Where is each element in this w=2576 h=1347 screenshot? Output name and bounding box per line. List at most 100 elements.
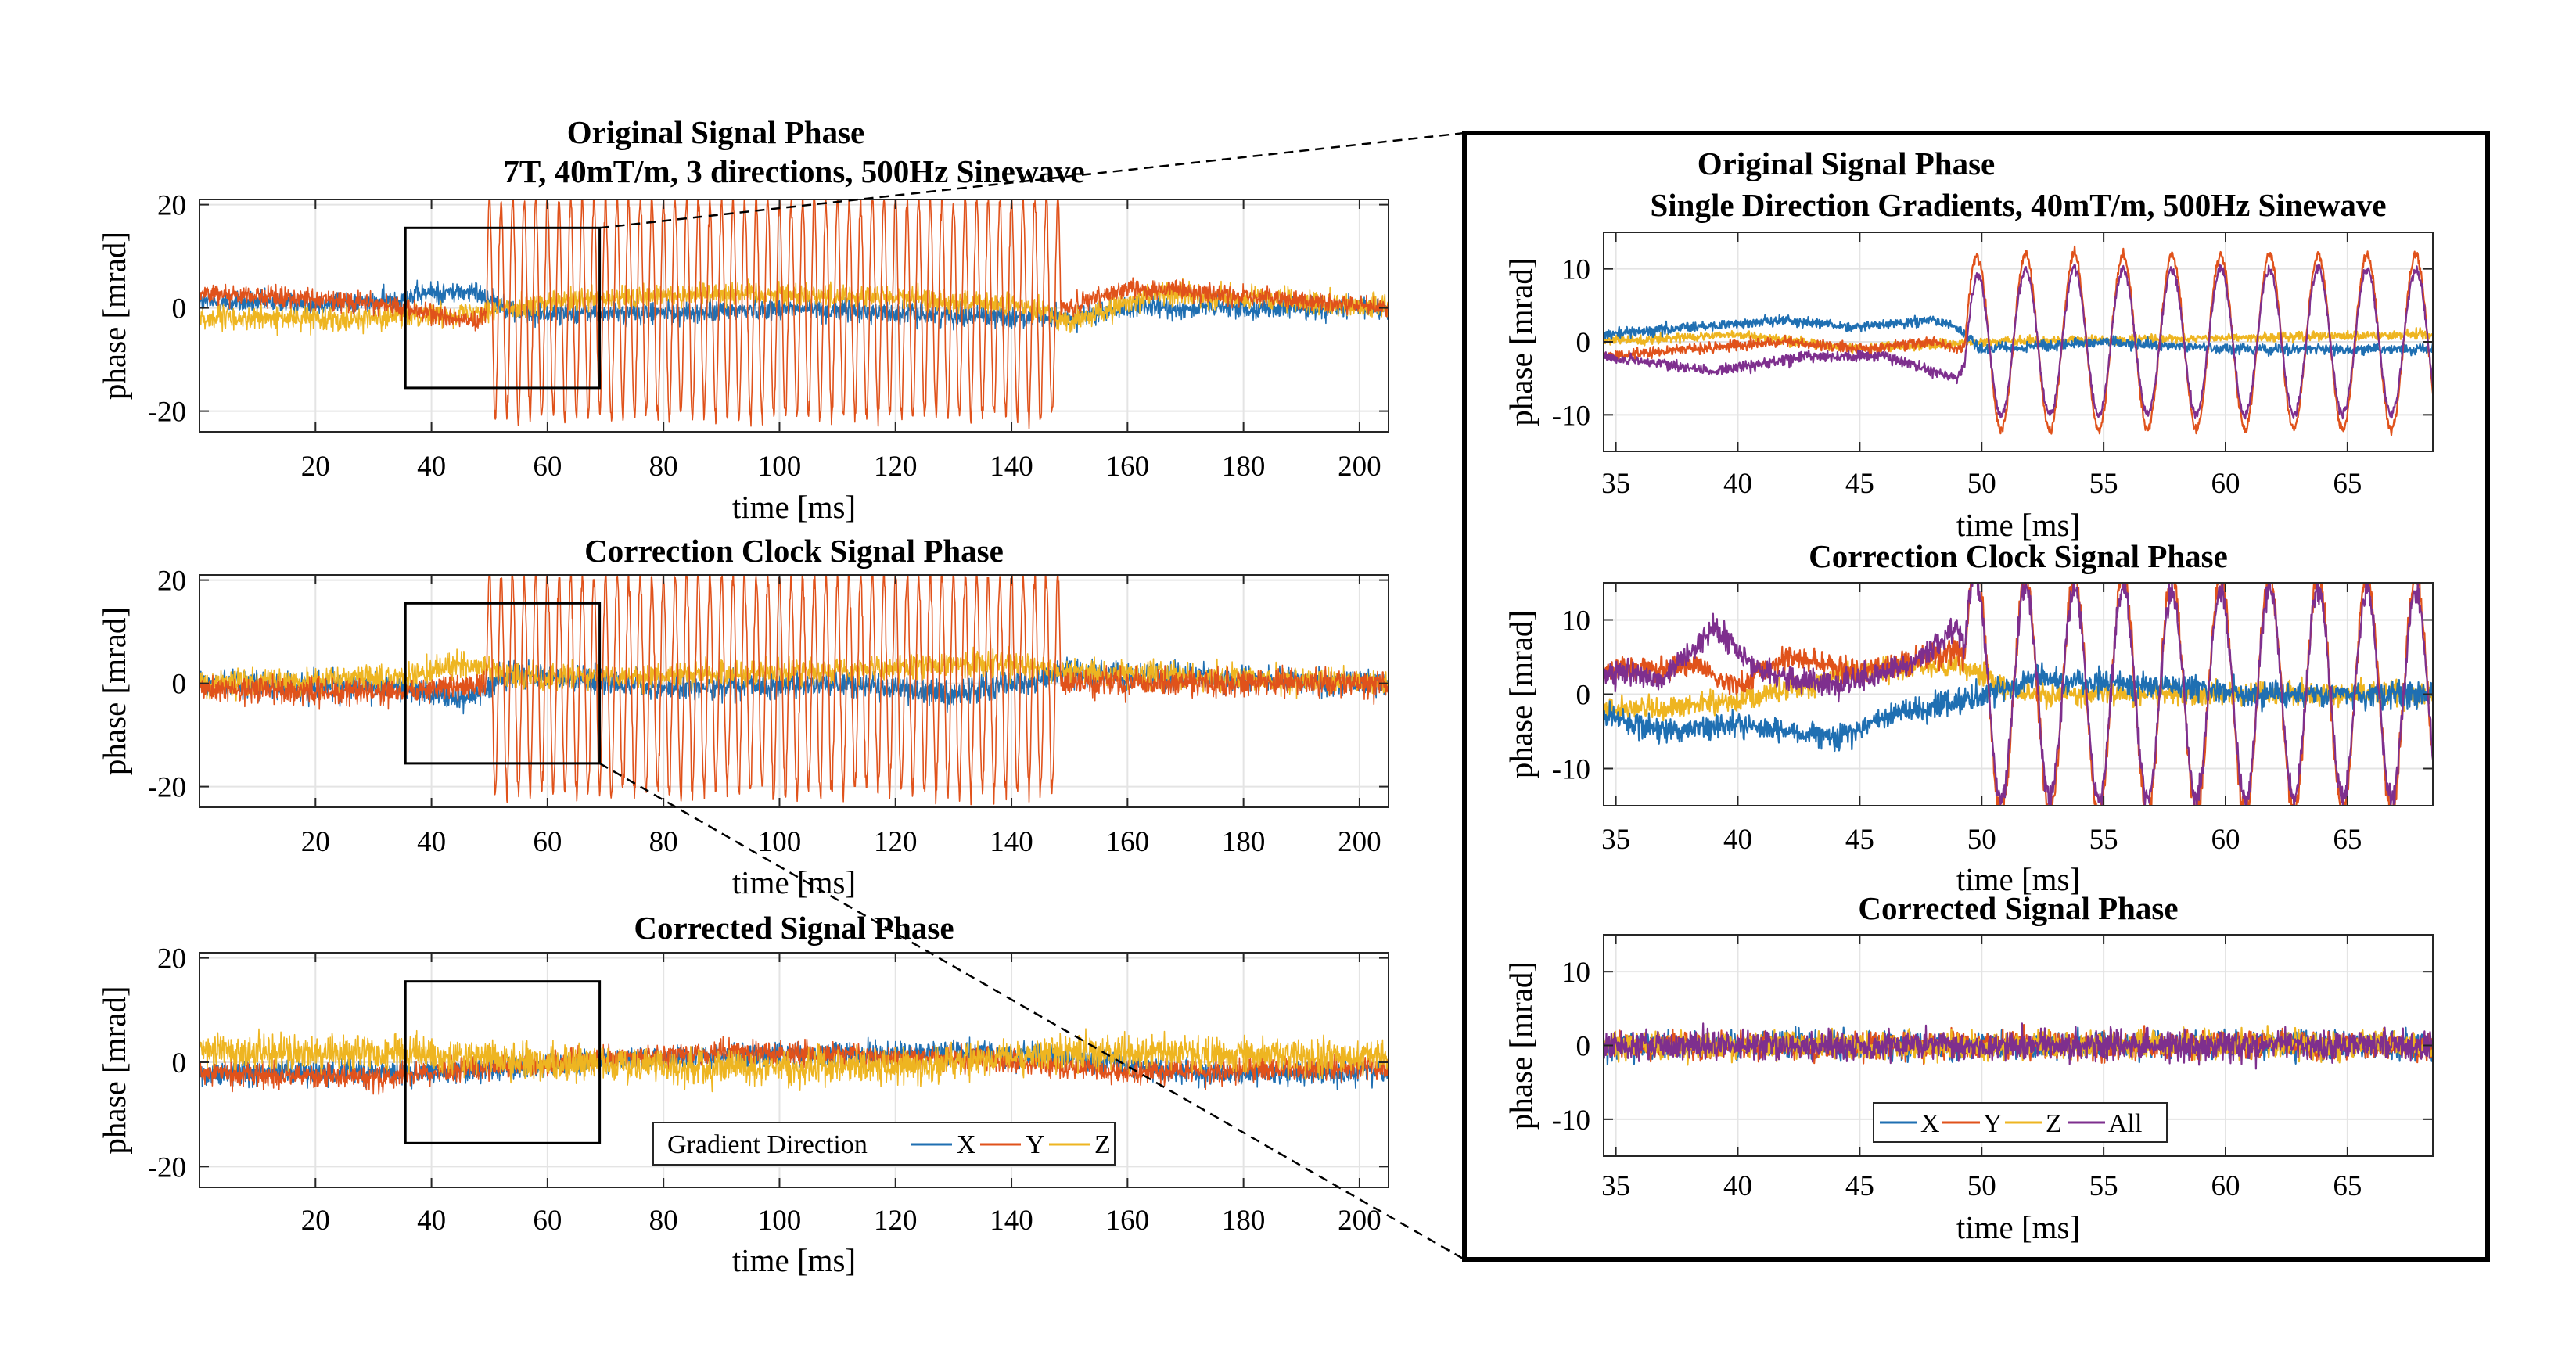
y-tick-label: -10 (1552, 400, 1590, 432)
series-line-z (1604, 327, 2433, 356)
x-tick-label: 45 (1845, 824, 1874, 856)
series-line-x (1604, 314, 2433, 357)
x-tick-label: 20 (301, 1205, 330, 1237)
zoom-box (404, 226, 602, 390)
x-tick-label: 80 (649, 451, 678, 483)
x-tick-label: 55 (2089, 468, 2118, 500)
x-tick-label: 200 (1338, 451, 1381, 483)
x-tick-label: 45 (1845, 1170, 1874, 1202)
series-line-z (199, 1028, 1389, 1093)
x-tick-label: 65 (2333, 468, 2362, 500)
y-tick-label: 10 (1561, 957, 1590, 989)
y-axis-label: phase [mrad] (96, 232, 132, 400)
series-group (1604, 583, 2433, 806)
x-tick-label: 50 (1967, 468, 1996, 500)
axes-box (199, 199, 1389, 433)
x-tick-label: 60 (533, 826, 562, 858)
x-tick-label: 55 (2089, 1170, 2118, 1202)
chart-title: Original Signal Phase (567, 114, 864, 150)
x-tick-label: 60 (533, 451, 562, 483)
chart-title: Correction Clock Signal Phase (584, 533, 1004, 569)
x-tick-label: 120 (874, 826, 918, 858)
x-tick-label: 140 (990, 451, 1033, 483)
legend-box (652, 1122, 1116, 1166)
x-tick-label: 55 (2089, 824, 2118, 856)
x-tick-label: 60 (2211, 468, 2240, 500)
y-tick-label: 0 (172, 1047, 187, 1079)
y-axis-label: phase [mrad] (1503, 257, 1539, 426)
x-tick-label: 40 (1723, 824, 1752, 856)
zoom-box (404, 602, 602, 765)
legend-label-y: Y (1983, 1109, 2003, 1138)
chart-right-original: 35 40 45 50 55 60 65 -10 0 10 time [ms] phase [mrad… (1503, 145, 2434, 543)
connector-line-bottom (598, 762, 1465, 1261)
x-axis-label: time [ms] (1956, 1209, 2080, 1245)
chart-left-correction: 20 40 60 80 100 120 140 160 180 200 -20 0 20 time [ms… (96, 533, 1389, 900)
y-tick-label: 0 (172, 669, 187, 701)
x-tick-label: 200 (1338, 826, 1381, 858)
y-tick-label: 10 (1561, 254, 1590, 286)
x-tick-label: 140 (990, 1205, 1033, 1237)
x-tick-label: 65 (2333, 824, 2362, 856)
x-tick-label: 35 (1601, 824, 1630, 856)
x-tick-label: 160 (1106, 826, 1150, 858)
series-line-y (199, 199, 1389, 429)
y-axis-label: phase [mrad] (96, 607, 132, 775)
legend-label-all: All (2108, 1109, 2142, 1138)
chart-title: Corrected Signal Phase (1858, 890, 2178, 926)
x-tick-label: 20 (301, 826, 330, 858)
y-axis-label: phase [mrad] (1503, 961, 1539, 1130)
y-tick-label: 0 (172, 293, 187, 325)
legend-label-z: Z (1094, 1130, 1111, 1159)
y-tick-label: -20 (148, 1151, 186, 1184)
x-tick-label: 160 (1106, 1205, 1150, 1237)
x-tick-label: 100 (758, 826, 802, 858)
chart-title: Corrected Signal Phase (634, 910, 954, 946)
x-tick-label: 180 (1222, 1205, 1266, 1237)
x-tick-label: 60 (2211, 824, 2240, 856)
x-tick-label: 200 (1338, 1205, 1381, 1237)
chart-left-original: 20 40 60 80 100 120 140 160 180 200 -20 0 20 time [ms… (96, 114, 1389, 525)
series-line-y (199, 1036, 1389, 1095)
inset-frame (1462, 131, 2490, 1262)
legend: X Y Z All (1873, 1102, 2168, 1143)
y-tick-label: -20 (148, 397, 186, 429)
chart-right-corrected: 35 40 45 50 55 60 65 -10 0 10 time [ms] phase [mrad… (1503, 890, 2434, 1245)
x-tick-label: 20 (301, 451, 330, 483)
x-tick-label: 40 (417, 826, 446, 858)
axes-box (199, 952, 1389, 1188)
x-tick-label: 35 (1601, 468, 1630, 500)
chart-left-corrected: 20 40 60 80 100 120 140 160 180 200 -20 0 20 time [ms… (96, 910, 1389, 1278)
x-axis-label: time [ms] (1956, 507, 2080, 543)
y-tick-label: 10 (1561, 605, 1590, 638)
y-tick-label: 0 (1576, 327, 1591, 359)
x-axis-label: time [ms] (1956, 861, 2080, 897)
x-tick-label: 80 (649, 1205, 678, 1237)
series-group (199, 1028, 1389, 1095)
x-tick-label: 50 (1967, 824, 1996, 856)
y-tick-label: 20 (157, 566, 186, 598)
series-line-all (1604, 583, 2433, 806)
x-axis-label: time [ms] (732, 489, 856, 525)
axes-box (199, 574, 1389, 808)
chart-title: Correction Clock Signal Phase (1809, 538, 2228, 574)
x-tick-label: 60 (533, 1205, 562, 1237)
x-tick-label: 160 (1106, 451, 1150, 483)
x-tick-label: 180 (1222, 451, 1266, 483)
chart-subtitle: 7T, 40mT/m, 3 directions, 500Hz Sinewave (503, 153, 1084, 189)
x-tick-label: 60 (2211, 1170, 2240, 1202)
x-tick-label: 140 (990, 826, 1033, 858)
legend-label-x: X (957, 1130, 976, 1159)
chart-subtitle: Single Direction Gradients, 40mT/m, 500H… (1650, 187, 2386, 223)
x-tick-label: 35 (1601, 1170, 1630, 1202)
y-tick-label: 0 (1576, 1031, 1591, 1063)
x-tick-label: 180 (1222, 826, 1266, 858)
x-tick-label: 40 (417, 451, 446, 483)
series-line-all (1604, 263, 2433, 420)
x-tick-label: 120 (874, 1205, 918, 1237)
x-tick-label: 100 (758, 1205, 802, 1237)
series-line-y (1604, 245, 2433, 436)
x-tick-label: 40 (417, 1205, 446, 1237)
y-tick-label: -20 (148, 772, 186, 804)
legend-label-y: Y (1026, 1130, 1045, 1159)
